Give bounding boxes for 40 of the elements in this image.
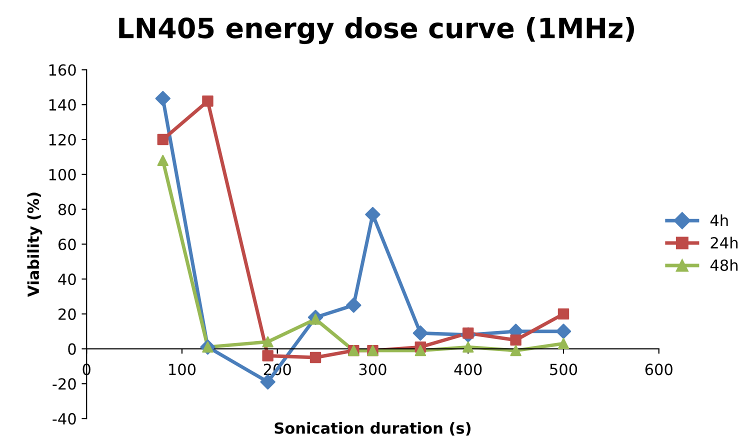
- point: [414, 344, 426, 356]
- y-tick-label: -20: [52, 378, 76, 390]
- y-axis-title: Viability (%): [27, 192, 42, 297]
- point: [262, 336, 274, 348]
- x-tick-label: 100: [169, 364, 196, 376]
- point: [558, 308, 570, 320]
- point: [558, 338, 570, 350]
- x-tick-label: 500: [550, 364, 578, 376]
- legend-label: 24h: [710, 236, 738, 248]
- x-tick-label: 300: [359, 364, 386, 376]
- point: [157, 154, 169, 166]
- y-tick-label: 100: [49, 168, 76, 180]
- point: [510, 344, 522, 356]
- chart-title: LN405 energy dose curve (1MHz): [119, 16, 634, 44]
- y-tick-label: 80: [58, 204, 76, 216]
- point: [556, 324, 572, 339]
- point: [260, 374, 276, 390]
- point: [346, 298, 362, 313]
- legend-label: 4h: [710, 214, 728, 226]
- x-tick-label: 600: [645, 364, 672, 376]
- point: [412, 325, 428, 341]
- y-tick-label: 0: [68, 343, 76, 355]
- x-tick-label: 400: [454, 364, 482, 376]
- point: [310, 352, 322, 364]
- y-tick-label: 160: [49, 64, 76, 76]
- point: [155, 90, 171, 106]
- point: [262, 350, 274, 362]
- y-tick-label: 60: [58, 238, 76, 250]
- point: [510, 334, 522, 346]
- legend-label: 48h: [710, 259, 738, 272]
- point: [202, 96, 214, 107]
- point: [365, 206, 380, 222]
- y-tick-label: 140: [49, 99, 76, 111]
- y-tick-label: 40: [58, 274, 76, 286]
- y-tick-label: 120: [49, 134, 76, 146]
- y-tick-label: -40: [52, 413, 76, 425]
- point: [157, 134, 169, 146]
- y-tick-label: 20: [58, 308, 76, 320]
- x-axis-title: Sonication duration (s): [274, 422, 470, 436]
- point: [462, 341, 474, 353]
